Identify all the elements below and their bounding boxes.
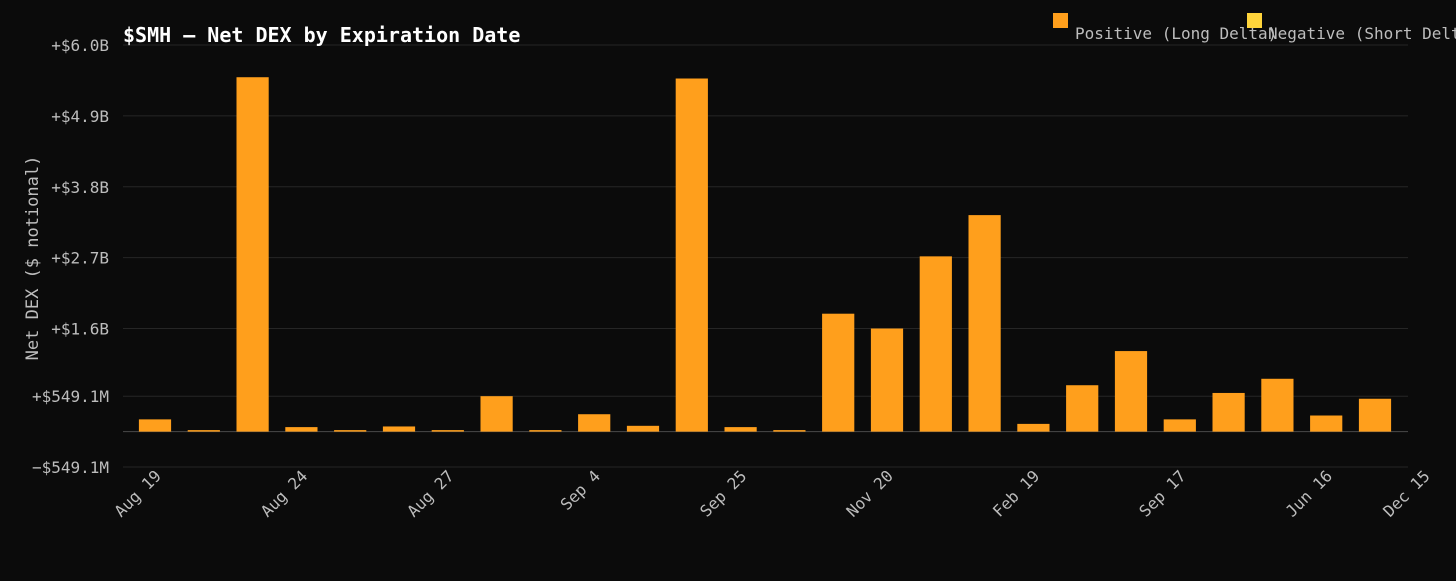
x-tick-labels: Aug 19 Aug 24 Aug 27 Sep 4 Sep 25 Nov 20 Feb 1… [111,466,1434,520]
bar [1017,423,1050,432]
bar [334,430,367,432]
x-tick-label: Jun 16 [1282,466,1336,520]
bar [431,430,464,432]
y-tick-label: +$3.8B [51,178,109,197]
bar [578,414,611,432]
bar [870,328,904,432]
x-tick-label: Sep 4 [557,466,604,513]
x-tick-label: Nov 20 [843,466,897,520]
bar [382,426,416,432]
x-tick-label: Aug 27 [403,466,457,520]
bar [1261,378,1294,432]
y-tick-label: +$4.9B [51,107,109,126]
x-tick-label: Sep 25 [696,466,750,520]
bar [822,313,855,432]
x-tick-label: Feb 19 [989,466,1043,520]
bar [1310,415,1343,432]
legend-label-positive: Positive (Long Delta) [1075,24,1277,43]
bar [1212,392,1245,432]
legend-label-negative: Negative (Short Delta) [1268,24,1456,43]
bar [1114,351,1148,432]
x-tick-label: Aug 24 [257,466,311,520]
legend-swatch-positive [1053,13,1068,28]
y-tick-labels: −$549.1M +$549.1M +$1.6B +$2.7B +$3.8B +$4.9B… [32,36,109,477]
y-tick-label: +$2.7B [51,249,109,268]
bar [236,77,269,432]
x-tick-label: Sep 17 [1135,466,1189,520]
grid-lines [123,44,1408,468]
chart-title: $SMH — Net DEX by Expiration Date [123,23,520,47]
x-tick-label: Dec 15 [1379,466,1433,520]
bar [529,430,562,432]
bar [919,256,952,432]
bar [138,419,172,432]
bar [1163,419,1196,432]
bar [1066,385,1099,432]
y-axis-label: Net DEX ($ notional) [23,156,43,361]
y-tick-label: +$1.6B [51,320,109,339]
bar [1358,398,1392,432]
y-tick-label: +$6.0B [51,36,109,55]
bar [285,427,318,432]
legend: Positive (Long Delta) Negative (Short De… [1053,13,1456,43]
bar [968,215,1001,432]
bar [675,78,708,432]
bar [187,430,220,432]
bars [138,77,1392,432]
bar [773,430,806,432]
y-tick-label: +$549.1M [32,387,109,406]
bar [480,396,513,432]
bar [724,427,757,432]
x-tick-label: Aug 19 [111,466,165,520]
legend-swatch-negative [1247,13,1262,28]
bar [626,425,660,432]
y-tick-label: −$549.1M [32,458,109,477]
